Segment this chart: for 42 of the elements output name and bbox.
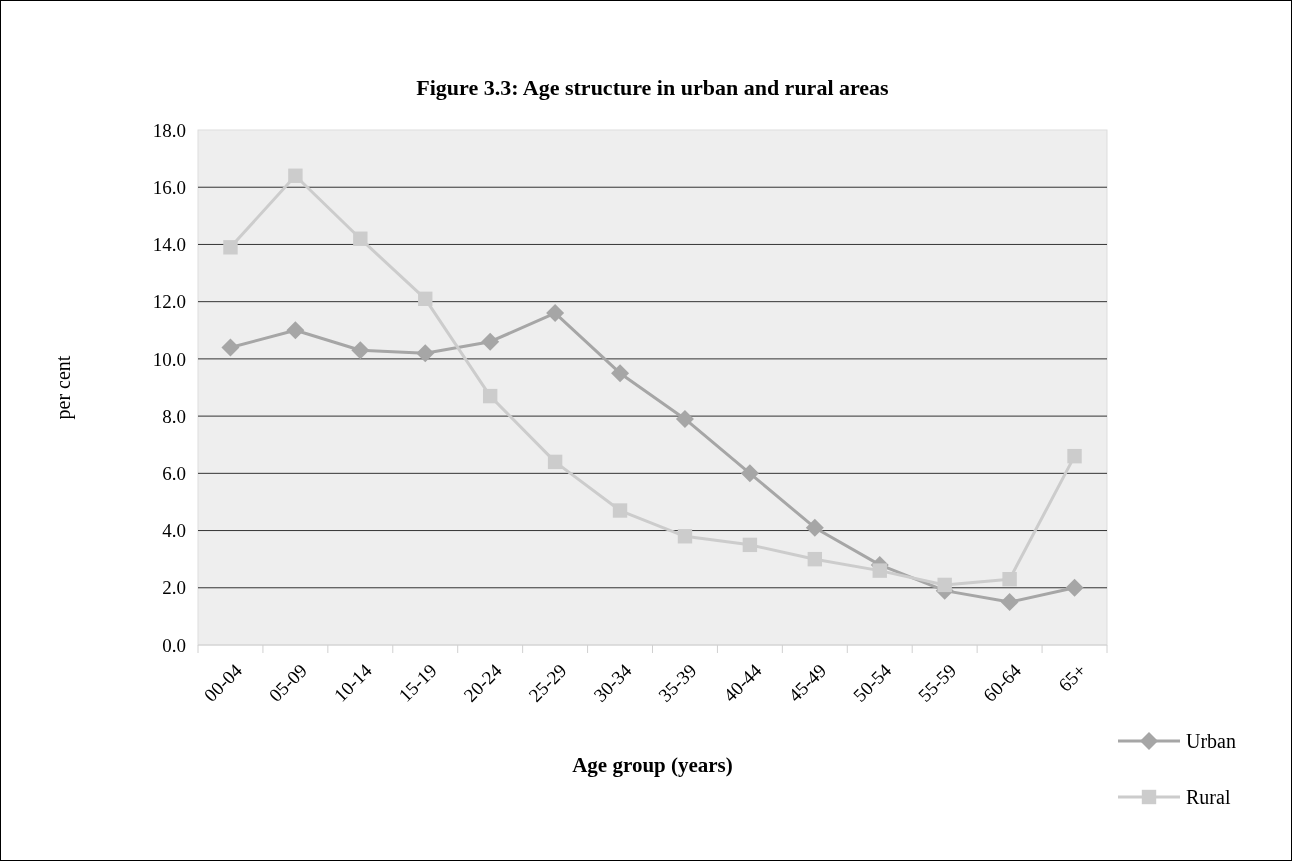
- y-tick-label: 18.0: [152, 119, 186, 141]
- point: [1000, 593, 1019, 612]
- point: [288, 168, 303, 183]
- point: [742, 537, 758, 553]
- point: [872, 563, 887, 578]
- point: [353, 231, 368, 246]
- y-tick-label: 14.0: [152, 234, 186, 256]
- chart-title: Figure 3.3: Age structure in urban and rural areas: [416, 75, 890, 100]
- x-axis-title: Age group (years): [572, 753, 733, 777]
- point: [740, 464, 759, 483]
- y-tick-label: 16.0: [152, 176, 186, 198]
- point: [418, 291, 433, 307]
- point: [481, 332, 500, 351]
- y-axis-title: per cent: [52, 355, 75, 420]
- point: [611, 364, 630, 383]
- y-tick-label: 2.0: [162, 577, 186, 599]
- point: [223, 240, 238, 255]
- point: [416, 344, 435, 363]
- y-tick-label: 6.0: [162, 462, 186, 484]
- point: [1002, 571, 1017, 587]
- y-tick-label: 0.0: [162, 634, 186, 656]
- point: [482, 388, 498, 404]
- legend-label: Rural: [1186, 786, 1231, 808]
- point: [612, 503, 628, 518]
- point: [286, 321, 305, 340]
- point: [937, 577, 952, 593]
- x-tick-label: 65+: [1054, 659, 1091, 696]
- y-tick-label: 8.0: [162, 405, 186, 427]
- point: [221, 338, 240, 357]
- point: [677, 529, 693, 544]
- point: [547, 454, 563, 470]
- y-tick-label: 4.0: [162, 520, 186, 542]
- point: [1067, 448, 1082, 464]
- point: [807, 551, 823, 567]
- point: [351, 341, 370, 360]
- point: [1065, 578, 1084, 597]
- point: [546, 304, 565, 323]
- y-tick-label: 12.0: [152, 291, 186, 313]
- legend-label: Urban: [1186, 730, 1236, 752]
- y-tick-label: 10.0: [152, 348, 186, 370]
- point: [675, 409, 694, 428]
- point: [805, 518, 824, 537]
